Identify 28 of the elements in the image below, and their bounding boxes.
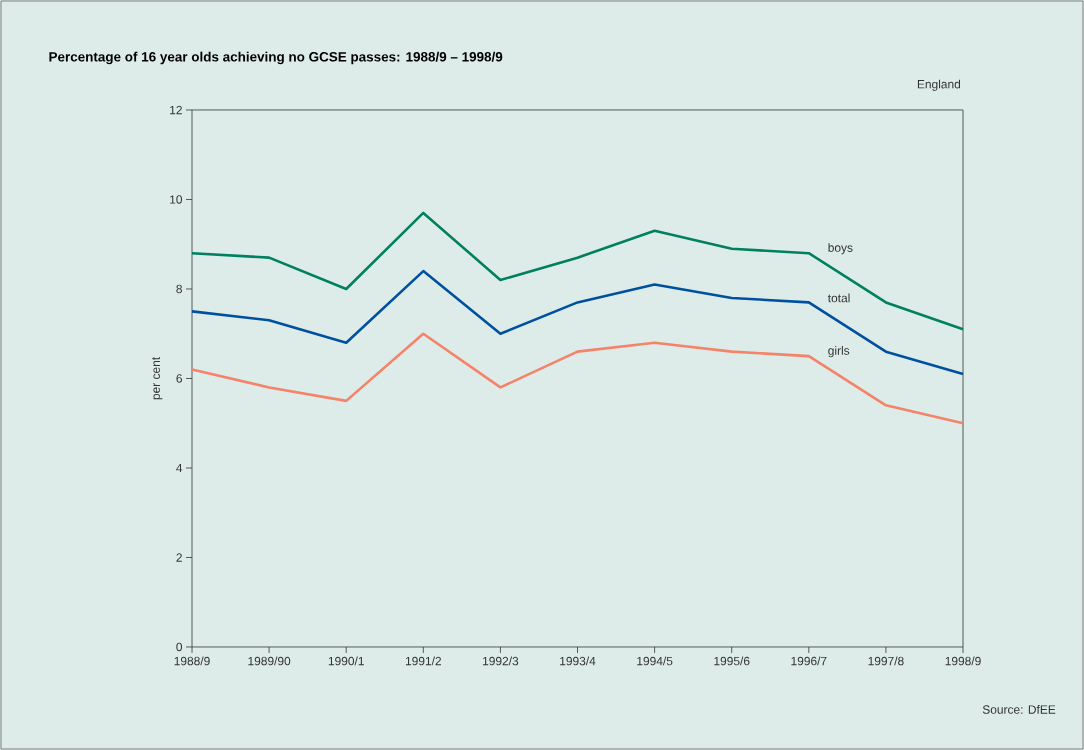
y-tick-label: 12 xyxy=(170,105,182,115)
y-tick-label: 0 xyxy=(176,642,183,652)
y-tick-label: 8 xyxy=(176,284,182,294)
x-tick-label: 1997/8 xyxy=(868,656,904,666)
y-axis-title: per cent xyxy=(152,356,163,400)
x-tick-label: 1995/6 xyxy=(714,656,750,666)
x-tick-label: 1989/90 xyxy=(248,656,291,666)
x-tick-label: 1988/9 xyxy=(174,656,210,666)
line-series xyxy=(190,332,965,425)
y-tick-label: 6 xyxy=(176,374,182,383)
line-series xyxy=(190,211,965,331)
y-tick-label: 2 xyxy=(176,553,182,562)
x-tick-label: 1994/5 xyxy=(637,656,673,666)
series-label: total xyxy=(827,293,850,303)
x-tick-label: 1990/1 xyxy=(328,656,364,666)
text: England xyxy=(917,79,961,91)
series-label: girls xyxy=(828,346,850,358)
source-note: Source: DfEE xyxy=(982,705,1056,714)
x-tick-label: 1996/7 xyxy=(791,656,827,666)
x-tick-label: 1991/2 xyxy=(405,656,441,666)
chart-title: Percentage of 16 year olds achieving no GCSE passes: 1988/9 – 1998/9 xyxy=(49,51,503,65)
x-tick-label: 1992/3 xyxy=(483,656,519,666)
series-label: boys xyxy=(828,243,853,255)
line-series xyxy=(190,269,965,376)
y-tick-label: 10 xyxy=(170,195,183,204)
y-tick-label: 4 xyxy=(176,463,183,473)
x-tick-label: 1998/9 xyxy=(945,656,981,666)
x-tick-label: 1993/4 xyxy=(560,656,596,666)
